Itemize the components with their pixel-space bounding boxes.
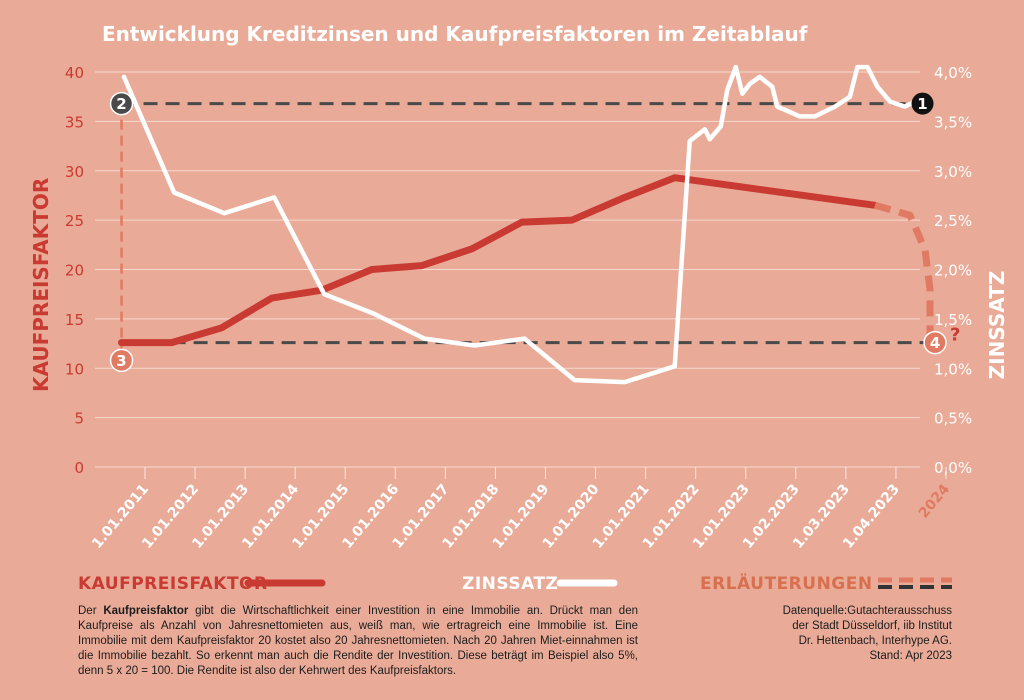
right-tick-label: 1,5% (934, 311, 972, 329)
right-tick-label: 0,0% (934, 459, 972, 477)
marker-circle (911, 92, 934, 115)
right-tick-label: 3,5% (934, 113, 972, 131)
source-line: der Stadt Düsseldorf, iib Institut (792, 620, 952, 632)
left-tick-label: 20 (65, 262, 84, 280)
marker-circle (923, 330, 947, 355)
x-axis-ticks: 1.01.20111.01.20121.01.20131.01.20141.01… (89, 481, 953, 552)
source-text: Datenquelle:Gutachterausschuss der Stadt… (752, 604, 952, 664)
right-tick-label: 3,0% (934, 163, 972, 181)
question-mark: ? (950, 325, 960, 346)
left-tick-label: 10 (65, 360, 84, 378)
marker-label: 4 (930, 334, 940, 352)
series-line-zinssatz (121, 64, 918, 385)
explanation-body: gibt die Wirtschaftlichkeit einer Invest… (78, 605, 638, 677)
left-tick-label: 35 (65, 113, 84, 131)
right-tick-label: 2,5% (934, 212, 972, 230)
marker-label: 1 (917, 95, 927, 113)
explanation-text: Der Kaufpreisfaktor gibt die Wirtschaftl… (78, 604, 638, 679)
legend-label: ZINSSATZ (462, 574, 558, 594)
right-axis-label: ZINSSATZ (985, 271, 1009, 380)
source-line: Datenquelle:Gutachterausschuss (782, 605, 952, 617)
left-tick-label: 30 (65, 163, 84, 181)
chart-title: Entwicklung Kreditzinsen und Kaufpreisfa… (102, 22, 808, 46)
right-axis-ticks: 0,0% 0,5% 1,0% 1,5% 2,0% 2,5% 3,0% 3,5% 4,0% (934, 64, 972, 477)
legend: KAUFPREISFAKTOR ZINSSATZ ERLÄUTERUNGEN (78, 572, 952, 594)
right-tick-label: 4,0% (934, 64, 972, 82)
series-line-erluterungen (874, 201, 934, 343)
legend-label: ERLÄUTERUNGEN (700, 572, 873, 594)
source-line: Dr. Hettenbach, Interhype AG. (798, 635, 952, 647)
legend-label: KAUFPREISFAKTOR (78, 574, 268, 594)
right-tick-label: 1,0% (934, 360, 972, 378)
marker-label: 3 (116, 352, 126, 370)
left-tick-label: 5 (74, 410, 84, 428)
right-tick-label: 2,0% (934, 262, 972, 280)
marker-circle (109, 348, 134, 373)
left-tick-label: 40 (65, 64, 84, 82)
explanation-prefix: Der (78, 605, 104, 617)
x-tick-label: 2024 (916, 481, 953, 521)
marker-label: 2 (116, 95, 126, 113)
left-axis-label: KAUFPREISFAKTOR (29, 178, 53, 392)
left-tick-label: 0 (74, 459, 84, 477)
explanation-term: Kaufpreisfaktor (103, 605, 189, 617)
left-tick-label: 25 (65, 212, 84, 230)
series-line-kaufpreisfaktor (118, 174, 879, 347)
left-tick-label: 15 (65, 311, 84, 329)
left-axis-ticks: 0 5 10 15 20 25 30 35 40 (65, 64, 84, 477)
marker-circle (109, 91, 134, 116)
source-line: Stand: Apr 2023 (869, 650, 952, 662)
right-tick-label: 0,5% (934, 410, 972, 428)
